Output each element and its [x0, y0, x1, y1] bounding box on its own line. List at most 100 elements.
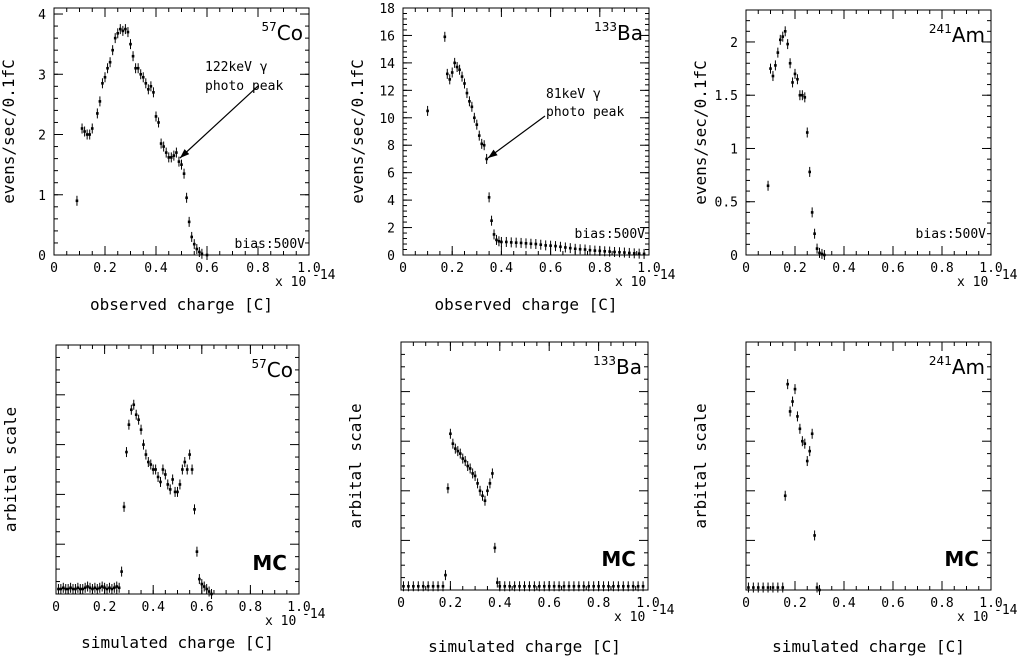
y-tick-label: 2: [38, 129, 46, 144]
data-point: [205, 250, 209, 260]
marker: [75, 199, 79, 203]
data-point: [156, 471, 160, 482]
isotope-mass: 57: [262, 20, 277, 34]
marker: [108, 586, 111, 590]
x-tick-label: 0.8: [587, 596, 610, 611]
data-point: [198, 246, 201, 257]
data-point: [173, 486, 177, 497]
data-point: [139, 69, 142, 80]
x-tick-label: 0.2: [93, 261, 116, 276]
marker: [567, 584, 571, 588]
marker: [90, 127, 94, 130]
marker: [198, 577, 201, 581]
isotope-label: 57Co: [262, 20, 303, 45]
marker: [505, 240, 508, 244]
marker: [176, 490, 179, 494]
x-tick-label: 0.4: [832, 261, 856, 276]
marker: [207, 590, 211, 593]
marker: [443, 35, 447, 39]
marker: [185, 196, 188, 200]
marker: [528, 584, 531, 588]
y-tick-label: 12: [379, 84, 395, 99]
x-tick-label: 0.6: [537, 596, 560, 611]
data-point: [88, 129, 91, 140]
marker: [597, 584, 600, 588]
marker: [471, 472, 474, 475]
data-point: [88, 582, 92, 593]
data-point: [632, 248, 636, 259]
data-point: [500, 236, 503, 247]
data-point: [175, 147, 178, 158]
marker: [192, 242, 196, 246]
data-point: [774, 60, 777, 71]
panel-top-right: 0 0.2 0.4 0.6 0.8 1.0 0 0.5 1 1.5 2 x 10 -14 evens/se…: [691, 9, 1018, 290]
marker: [617, 584, 620, 588]
data-point: [79, 584, 82, 595]
marker: [202, 585, 206, 588]
marker: [116, 32, 120, 35]
x-tick-label: 1.0: [287, 600, 310, 615]
marker: [793, 387, 797, 391]
data-point: [818, 247, 821, 258]
data-point: [468, 463, 472, 474]
data-point: [443, 31, 447, 42]
data-point: [168, 484, 172, 495]
marker: [210, 592, 213, 596]
mc-label: MC: [944, 547, 979, 571]
data-point: [451, 438, 455, 449]
data-point: [416, 581, 420, 592]
marker: [98, 100, 102, 103]
data-point: [149, 459, 153, 470]
marker: [752, 586, 755, 589]
data-point: [549, 240, 552, 251]
marker: [808, 170, 811, 174]
marker: [80, 127, 84, 130]
marker: [470, 105, 474, 109]
x-axis-title: simulated charge [C]: [81, 633, 274, 652]
data-point: [61, 582, 65, 593]
annotation-arrow: [487, 115, 546, 159]
data-point: [75, 195, 79, 206]
marker: [136, 66, 140, 70]
marker: [559, 245, 562, 249]
marker: [475, 123, 479, 126]
data-point: [144, 449, 148, 460]
marker: [177, 160, 181, 163]
marker: [91, 587, 94, 591]
data-point: [542, 581, 546, 592]
marker: [801, 439, 804, 443]
x-tick-label: 0.6: [195, 261, 218, 276]
x-tick-label: 0.4: [832, 596, 856, 611]
data-point: [154, 464, 157, 475]
marker: [164, 473, 167, 476]
marker: [175, 151, 178, 154]
data-point: [108, 57, 112, 68]
marker: [190, 235, 193, 239]
isotope-label: 57Co: [252, 357, 293, 382]
marker: [96, 587, 99, 591]
marker: [113, 586, 116, 590]
data-point: [444, 570, 447, 581]
data-point: [641, 581, 645, 592]
data-point: [98, 96, 102, 107]
data-point: [193, 504, 196, 515]
data-point: [637, 248, 641, 259]
data-point: [791, 77, 794, 88]
isotope-mass: 133: [594, 20, 617, 34]
marker: [641, 584, 645, 588]
data-point: [478, 485, 482, 496]
annotation-line: photo peak: [205, 79, 283, 94]
data-point: [205, 584, 208, 595]
data-point: [813, 228, 816, 239]
data-point: [130, 404, 133, 415]
y-tick-label: 10: [379, 112, 395, 127]
marker: [781, 586, 785, 589]
marker: [497, 239, 501, 243]
y-axis-title: arbital scale: [346, 403, 365, 528]
data-point: [491, 468, 494, 479]
data-point: [823, 250, 826, 260]
marker: [193, 508, 196, 511]
data-point: [486, 485, 489, 496]
data-point: [113, 582, 116, 593]
x-multiplier: x 10: [614, 610, 645, 625]
